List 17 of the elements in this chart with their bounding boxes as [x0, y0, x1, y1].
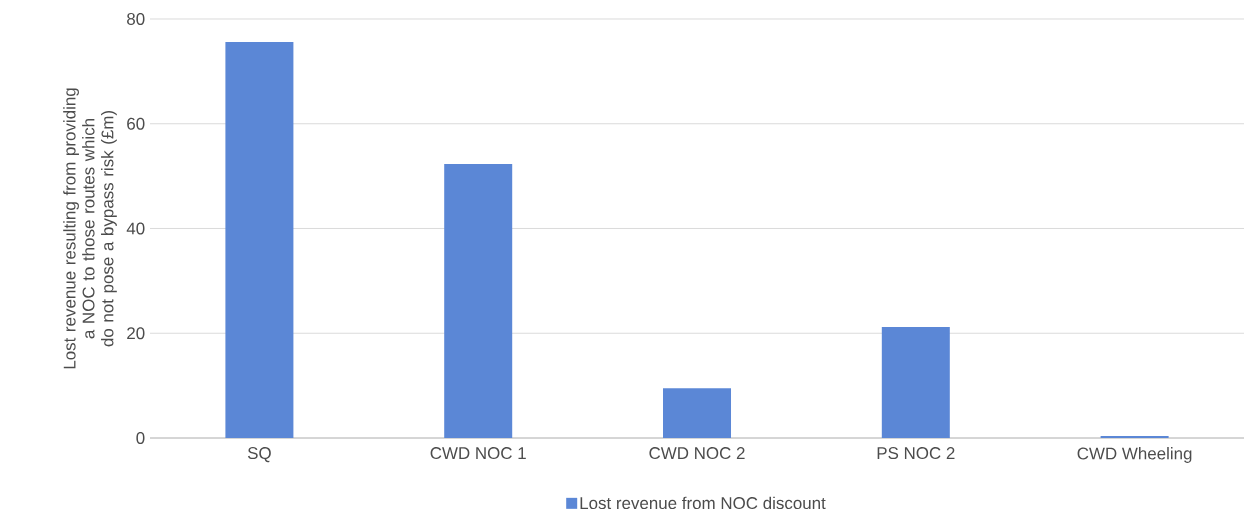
legend-label: Lost revenue from NOC discount: [580, 496, 826, 510]
y-tick-label: 80: [127, 13, 145, 25]
y-tick-label: 0: [136, 432, 145, 444]
x-tick-label: CWD NOC 1: [430, 447, 526, 460]
bar: [1100, 435, 1169, 438]
x-tick-label: SQ: [247, 447, 271, 463]
bar: [663, 388, 732, 438]
y-tick-label: 20: [127, 327, 145, 340]
x-tick-label: PS NOC 2: [877, 447, 955, 460]
y-tick-label: 40: [126, 222, 145, 235]
y-tick-label: 60: [127, 117, 145, 130]
y-axis-title: Lost revenue resulting from providing a NOC to those routes which do not pose a bypass risk (£m): [63, 88, 117, 369]
x-tick-label: CWD Wheeling: [1077, 447, 1192, 463]
x-tick-label: CWD NOC 2: [649, 447, 745, 460]
bar: [225, 42, 294, 438]
bar: [881, 326, 950, 438]
bar: [444, 164, 513, 438]
